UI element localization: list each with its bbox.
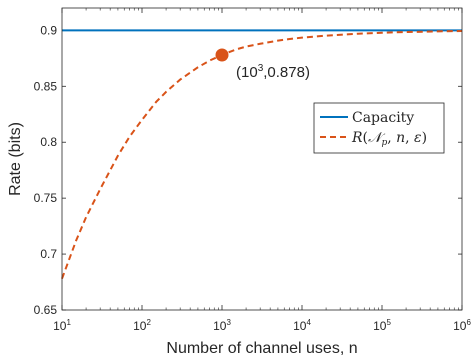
annotation-prefix: ( xyxy=(236,64,241,81)
svg-text:(103,0.878): (103,0.878) xyxy=(236,63,310,81)
y-tick-label: 0.65 xyxy=(34,303,58,317)
x-tick-label: 103 xyxy=(213,318,231,333)
y-tick-label: 0.8 xyxy=(40,135,57,149)
legend-label-capacity: Capacity xyxy=(352,110,414,126)
y-tick-label: 0.9 xyxy=(40,23,57,37)
x-axis-title: Number of channel uses, n xyxy=(166,340,357,357)
x-tick-label: 102 xyxy=(133,318,151,333)
y-tick-label: 0.75 xyxy=(34,191,58,205)
legend-box xyxy=(313,102,445,154)
point-annotation: (103,0.878) xyxy=(236,63,310,81)
annotation-suffix: ,0.878) xyxy=(263,64,310,81)
y-axis-ticks: 0.65 0.7 0.75 0.8 0.85 0.9 xyxy=(34,23,462,317)
series-layer xyxy=(61,29,463,280)
legend-label-rate: R(𝒩p, n, ε) xyxy=(351,130,427,148)
highlight-point xyxy=(215,48,229,62)
annotation-base: 10 xyxy=(241,64,258,81)
y-tick-label: 0.7 xyxy=(40,247,57,261)
y-tick-label: 0.85 xyxy=(34,79,58,93)
annotation-exponent: 3 xyxy=(258,63,264,74)
y-axis-title: Rate (bits) xyxy=(7,122,24,196)
x-tick-label: 105 xyxy=(373,318,391,333)
x-tick-label: 104 xyxy=(293,318,311,333)
legend: Capacity R(𝒩p, n, ε) xyxy=(313,102,445,154)
x-tick-label: 106 xyxy=(453,318,471,333)
plot-frame xyxy=(61,7,463,311)
plot-background xyxy=(62,8,462,310)
x-tick-label: 101 xyxy=(53,318,71,333)
